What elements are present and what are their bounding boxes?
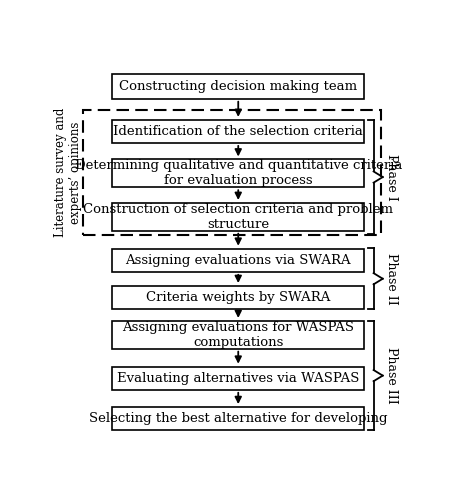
Text: Determining qualitative and quantitative criteria
for evaluation process: Determining qualitative and quantitative… [75, 160, 402, 188]
FancyBboxPatch shape [112, 366, 364, 390]
Text: Selecting the best alternative for developing: Selecting the best alternative for devel… [89, 412, 388, 425]
Text: Literature survey and
experts’ opinions: Literature survey and experts’ opinions [54, 108, 82, 237]
Text: Criteria weights by SWARA: Criteria weights by SWARA [146, 291, 330, 304]
FancyBboxPatch shape [112, 160, 364, 188]
Text: Constructing decision making team: Constructing decision making team [119, 80, 357, 93]
FancyBboxPatch shape [112, 203, 364, 231]
Text: Evaluating alternatives via WASPAS: Evaluating alternatives via WASPAS [117, 372, 360, 384]
FancyBboxPatch shape [112, 248, 364, 272]
Text: Assigning evaluations for WASPAS
computations: Assigning evaluations for WASPAS computa… [122, 321, 354, 349]
FancyBboxPatch shape [112, 321, 364, 349]
Text: Construction of selection criteria and problem
structure: Construction of selection criteria and p… [83, 203, 393, 231]
Text: Identification of the selection criteria: Identification of the selection criteria [113, 125, 363, 138]
Text: Phase II: Phase II [385, 253, 398, 304]
Text: Phase III: Phase III [385, 347, 398, 404]
FancyBboxPatch shape [112, 74, 364, 99]
FancyBboxPatch shape [112, 286, 364, 309]
Text: Phase I: Phase I [385, 154, 398, 200]
FancyBboxPatch shape [112, 120, 364, 143]
FancyBboxPatch shape [112, 407, 364, 430]
Text: Assigning evaluations via SWARA: Assigning evaluations via SWARA [126, 254, 351, 267]
